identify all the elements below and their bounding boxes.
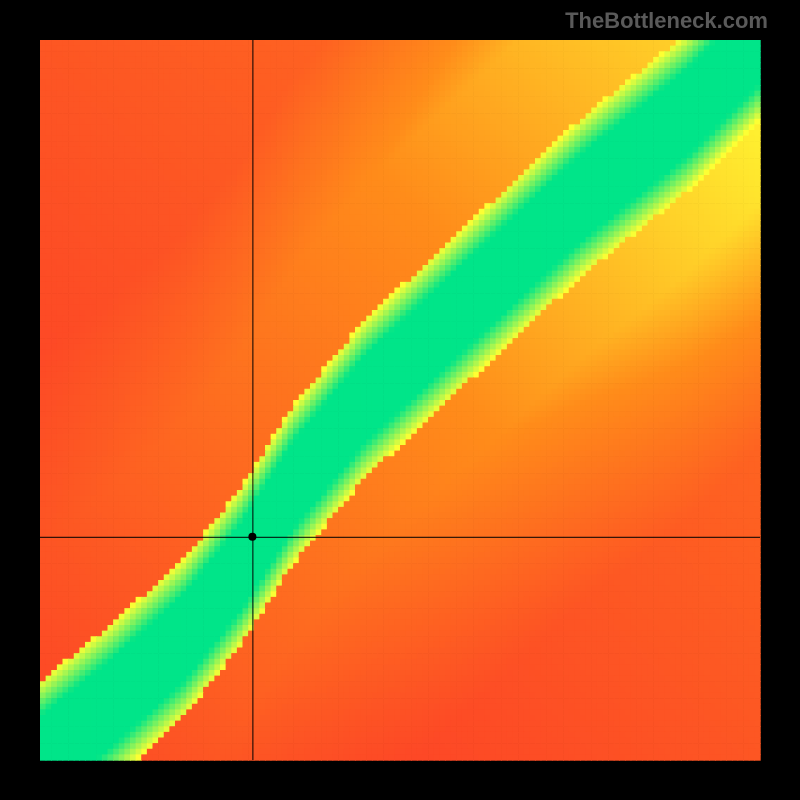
watermark-text: TheBottleneck.com [565,8,768,34]
chart-container: TheBottleneck.com [0,0,800,800]
heatmap-canvas [0,0,800,800]
